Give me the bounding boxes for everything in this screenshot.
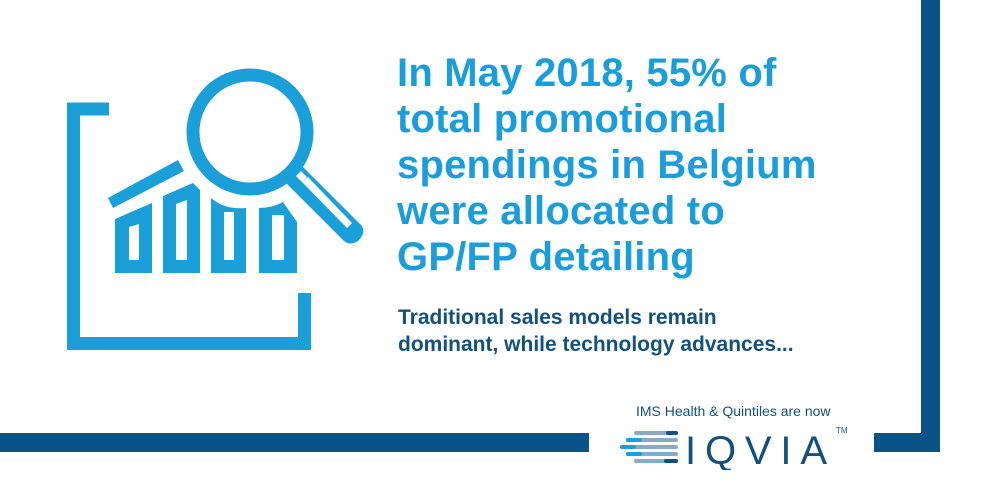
magnifier-handle: [286, 167, 364, 244]
logo-wordmark: IQVIA: [685, 429, 827, 470]
trademark: TM: [836, 426, 848, 435]
iqvia-logo: IQVIA TM: [620, 424, 860, 475]
brand-tagline: IMS Health & Quintiles are now: [636, 403, 831, 419]
bracket-frame: [67, 102, 311, 350]
chart-magnifier-icon: [67, 68, 364, 350]
magnifier-lens: [186, 68, 314, 196]
headline-line: GP/FP detailing: [397, 235, 695, 279]
subheadline-line: dominant, while technology advances...: [398, 333, 794, 356]
subheadline: Traditional sales models remain dominant…: [398, 304, 878, 358]
headline: In May 2018, 55% of total promotional sp…: [397, 50, 867, 280]
logo-stripes-icon: [620, 431, 678, 463]
frame-right-bar: [921, 0, 940, 452]
bar-2: [163, 183, 200, 273]
bar-4: [259, 202, 297, 273]
headline-line: were allocated to: [397, 189, 725, 233]
bar-1: [115, 203, 152, 273]
frame-bottom-left-bar: [0, 433, 589, 452]
headline-line: spendings in Belgium: [397, 143, 817, 187]
trend-line: [108, 160, 184, 208]
headline-line: In May 2018, 55% of: [397, 51, 777, 95]
subheadline-line: Traditional sales models remain: [398, 306, 717, 329]
headline-line: total promotional: [397, 97, 728, 141]
bar-3: [211, 198, 246, 273]
frame-bottom-right-bar: [874, 433, 940, 452]
